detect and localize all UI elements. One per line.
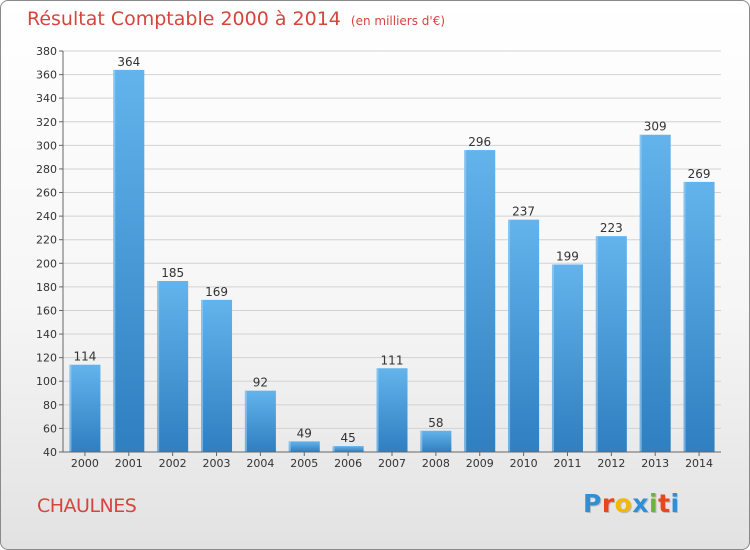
y-tick-label: 100 <box>36 375 57 388</box>
data-label: 223 <box>600 221 623 235</box>
y-tick-label: 120 <box>36 352 57 365</box>
y-tick-label: 60 <box>43 422 57 435</box>
data-label: 169 <box>205 285 228 299</box>
chart-title-main: Résultat Comptable 2000 à 2014 <box>27 8 341 30</box>
logo-letter: P <box>583 489 602 518</box>
bar-highlight <box>69 364 72 452</box>
x-tick-label: 2004 <box>246 457 274 470</box>
bar-highlight <box>201 299 204 452</box>
logo-letter: x <box>632 489 649 518</box>
y-tick-label: 300 <box>36 139 57 152</box>
x-tick-label: 2007 <box>378 457 406 470</box>
bar-highlight <box>288 441 291 452</box>
bar-highlight <box>113 69 116 452</box>
bar <box>201 299 233 452</box>
proxiti-logo: Proxiti <box>583 489 680 518</box>
x-tick-label: 2012 <box>597 457 625 470</box>
y-tick-label: 360 <box>36 69 57 82</box>
data-label: 111 <box>381 353 404 367</box>
x-tick-label: 2000 <box>71 457 99 470</box>
logo-letter: i <box>670 489 680 518</box>
data-label: 296 <box>468 135 491 149</box>
data-label: 185 <box>161 266 184 280</box>
x-tick-label: 2011 <box>553 457 581 470</box>
data-label: 114 <box>73 350 96 364</box>
bar <box>113 69 145 452</box>
x-tick-label: 2009 <box>466 457 494 470</box>
logo-letter: i <box>649 489 659 518</box>
y-tick-label: 280 <box>36 163 57 176</box>
bar-highlight <box>595 236 598 452</box>
x-tick-label: 2002 <box>159 457 187 470</box>
bar <box>157 280 189 452</box>
data-label: 364 <box>117 55 140 69</box>
data-label: 269 <box>688 167 711 181</box>
data-label: 237 <box>512 205 535 219</box>
y-tick-label: 180 <box>36 281 57 294</box>
chart-title-unit: (en milliers d'€) <box>350 14 446 28</box>
x-tick-label: 2006 <box>334 457 362 470</box>
x-tick-label: 2010 <box>510 457 538 470</box>
bar-highlight <box>639 134 642 453</box>
bar <box>464 150 496 452</box>
logo-letter: t <box>658 489 671 518</box>
bar-highlight <box>508 219 511 452</box>
x-tick-label: 2014 <box>685 457 713 470</box>
y-tick-label: 220 <box>36 234 57 247</box>
x-tick-label: 2013 <box>641 457 669 470</box>
x-tick-label: 2008 <box>422 457 450 470</box>
y-tick-label: 40 <box>43 446 57 459</box>
data-label: 199 <box>556 249 579 263</box>
bar-highlight <box>683 181 686 452</box>
data-label: 309 <box>644 120 667 134</box>
bar-highlight <box>420 430 423 452</box>
bar <box>288 441 320 452</box>
city-name: CHAULNES <box>37 495 137 517</box>
bar-highlight <box>244 390 247 452</box>
bar <box>420 430 452 452</box>
data-label: 58 <box>428 416 443 430</box>
y-tick-label: 340 <box>36 92 57 105</box>
bar <box>376 368 408 452</box>
y-tick-label: 260 <box>36 187 57 200</box>
bar <box>332 446 364 452</box>
y-tick-label: 380 <box>36 45 57 58</box>
y-tick-label: 80 <box>43 399 57 412</box>
bar-highlight <box>376 368 379 452</box>
x-tick-label: 2003 <box>203 457 231 470</box>
logo-letter: o <box>614 489 633 518</box>
y-tick-label: 160 <box>36 304 57 317</box>
logo-letter: r <box>601 489 615 518</box>
bar <box>683 181 715 452</box>
bar <box>551 264 583 452</box>
bar <box>639 134 671 453</box>
x-tick-label: 2005 <box>290 457 318 470</box>
data-label: 45 <box>340 431 355 445</box>
data-label: 49 <box>297 426 312 440</box>
data-label: 92 <box>253 376 268 390</box>
bar-highlight <box>157 280 160 452</box>
bar <box>508 219 540 452</box>
x-tick-label: 2001 <box>115 457 143 470</box>
y-tick-label: 200 <box>36 257 57 270</box>
y-tick-label: 140 <box>36 328 57 341</box>
bar <box>69 364 101 452</box>
y-tick-label: 320 <box>36 116 57 129</box>
bar-highlight <box>332 446 335 452</box>
bar <box>595 236 627 452</box>
bar-highlight <box>551 264 554 452</box>
chart-title: Résultat Comptable 2000 à 2014 (en millie… <box>27 8 445 30</box>
bar <box>244 390 276 452</box>
bar-highlight <box>464 150 467 452</box>
y-tick-label: 240 <box>36 210 57 223</box>
